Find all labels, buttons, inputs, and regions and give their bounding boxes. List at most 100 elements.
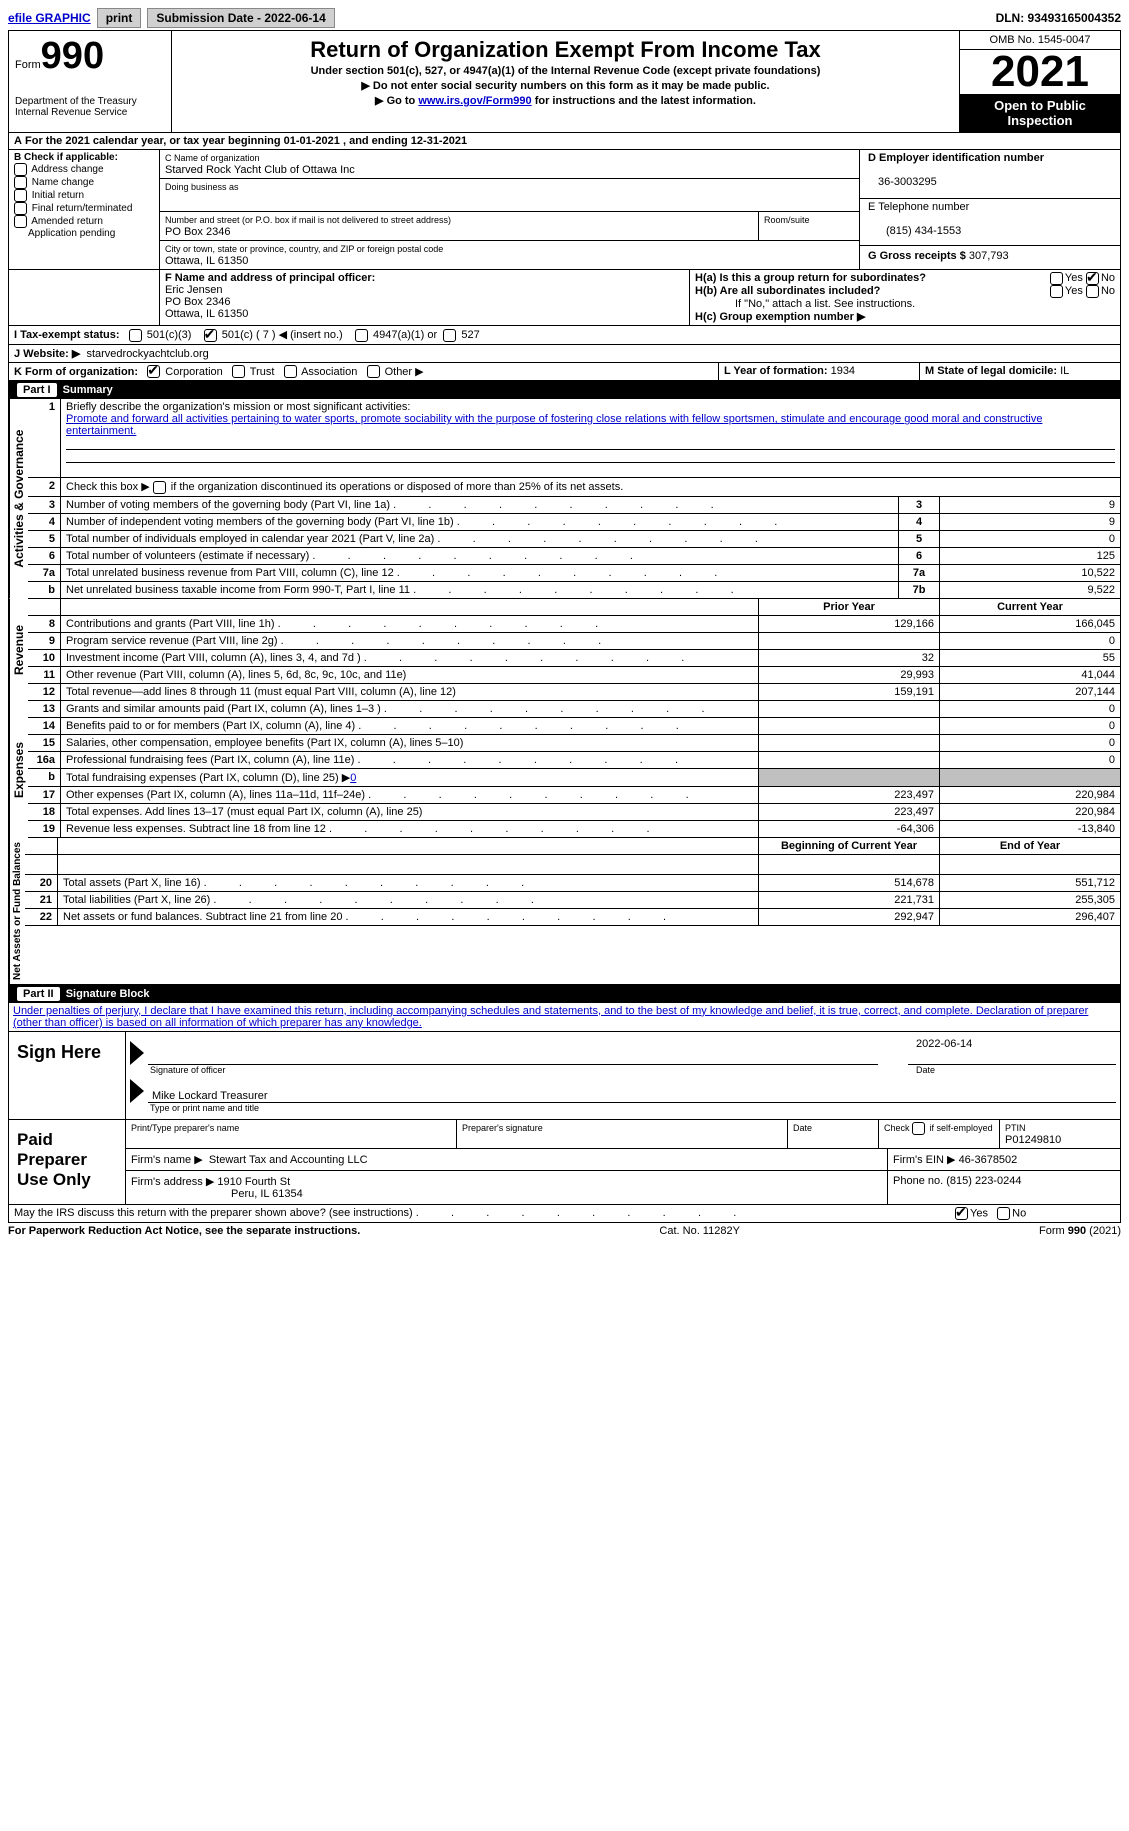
sig-officer-label: Signature of officer [150, 1065, 225, 1075]
hb-yes[interactable] [1050, 285, 1063, 298]
line-i: I Tax-exempt status: 501(c)(3) 501(c) ( … [8, 326, 1121, 345]
check-initial[interactable] [14, 189, 27, 202]
officer-name: Eric Jensen [165, 284, 222, 296]
sig-arrow-icon [130, 1041, 144, 1065]
val-5: 0 [940, 530, 1121, 547]
col-begin: Beginning of Current Year [759, 838, 940, 855]
firm-addr2: Peru, IL 61354 [231, 1188, 303, 1200]
ha-yes[interactable] [1050, 272, 1063, 285]
ptin-value: P01249810 [1005, 1134, 1061, 1146]
irs-link[interactable]: www.irs.gov/Form990 [418, 95, 531, 107]
tax-year: 2021 [960, 50, 1120, 94]
col-current: Current Year [940, 599, 1121, 616]
addr-label: Number and street (or P.O. box if mail i… [165, 215, 451, 225]
discuss-yes[interactable] [955, 1207, 968, 1220]
subtitle-1: Under section 501(c), 527, or 4947(a)(1)… [182, 65, 949, 77]
dept-label: Department of the Treasury Internal Reve… [15, 96, 165, 118]
phone-value: (815) 434-1553 [886, 225, 961, 237]
subtitle-3: ▶ Go to www.irs.gov/Form990 for instruct… [182, 94, 949, 107]
check-final[interactable] [14, 202, 27, 215]
check-other[interactable] [367, 365, 380, 378]
vlabel-net: Net Assets or Fund Balances [9, 838, 25, 984]
officer-addr2: Ottawa, IL 61350 [165, 308, 248, 320]
vlabel-revenue: Revenue [9, 599, 28, 701]
check-name-change[interactable] [14, 176, 27, 189]
box-c-label: C Name of organization [165, 153, 260, 163]
box-g-label: G Gross receipts $ [868, 250, 966, 262]
form-number: Form990 [15, 35, 165, 78]
officer-addr1: PO Box 2346 [165, 296, 230, 308]
summary-activities: Activities & Governance 1 Briefly descri… [8, 399, 1121, 599]
summary-net: Net Assets or Fund Balances Beginning of… [8, 838, 1121, 985]
check-501c3[interactable] [129, 329, 142, 342]
discuss-no[interactable] [997, 1207, 1010, 1220]
gross-receipts: 307,793 [969, 250, 1009, 262]
boxes-fh: F Name and address of principal officer:… [8, 270, 1121, 326]
ha-label: H(a) Is this a group return for subordin… [695, 272, 926, 284]
check-self-employed[interactable] [912, 1122, 925, 1135]
form-footer-label: Form 990 (2021) [1039, 1225, 1121, 1237]
state-domicile: IL [1060, 365, 1069, 377]
col-prior: Prior Year [759, 599, 940, 616]
subdate-label: Submission Date - 2022-06-14 [147, 8, 334, 28]
org-name: Starved Rock Yacht Club of Ottawa Inc [165, 164, 355, 176]
ein-value: 36-3003295 [878, 176, 937, 188]
box-b-label: B Check if applicable: [14, 152, 118, 163]
summary-revenue: Revenue Prior YearCurrent Year 8Contribu… [8, 599, 1121, 701]
sig-arrow-icon-2 [130, 1079, 144, 1103]
check-amended[interactable] [14, 215, 27, 228]
check-corp[interactable] [147, 365, 160, 378]
box-e-label: E Telephone number [868, 201, 969, 213]
cat-number: Cat. No. 11282Y [659, 1225, 740, 1237]
sig-date-label: Date [916, 1065, 1116, 1075]
hb-no[interactable] [1086, 285, 1099, 298]
val-6: 125 [940, 547, 1121, 564]
dln-label: DLN: 93493165004352 [996, 11, 1121, 25]
website-value: starvedrockyachtclub.org [86, 348, 208, 360]
declaration-text: Under penalties of perjury, I declare th… [8, 1003, 1121, 1031]
check-assoc[interactable] [284, 365, 297, 378]
sign-here-label: Sign Here [9, 1032, 126, 1119]
addr-value: PO Box 2346 [165, 226, 230, 238]
part-ii-header: Part II Signature Block [8, 985, 1121, 1003]
check-4947[interactable] [355, 329, 368, 342]
form-title: Return of Organization Exempt From Incom… [182, 37, 949, 63]
val-3: 9 [940, 496, 1121, 513]
ha-no[interactable] [1086, 272, 1099, 285]
hb-label: H(b) Are all subordinates included? [695, 285, 880, 297]
firm-ein: 46-3678502 [959, 1154, 1018, 1166]
check-discontinued[interactable] [153, 481, 166, 494]
paperwork-notice: For Paperwork Reduction Act Notice, see … [8, 1225, 360, 1237]
sign-block: Sign Here 2022-06-14 Signature of office… [8, 1031, 1121, 1120]
check-addr-change[interactable] [14, 163, 27, 176]
efile-label[interactable]: efile GRAPHIC [8, 11, 91, 25]
signer-name-label: Type or print name and title [150, 1103, 1116, 1113]
box-f-label: F Name and address of principal officer: [165, 272, 375, 284]
check-trust[interactable] [232, 365, 245, 378]
mission-text: Promote and forward all activities perta… [66, 413, 1042, 437]
line-klm: K Form of organization: Corporation Trus… [8, 363, 1121, 382]
signer-name: Mike Lockard Treasurer [148, 1090, 1116, 1103]
year-formation: 1934 [831, 365, 855, 377]
line-a: A For the 2021 calendar year, or tax yea… [8, 133, 1121, 150]
val-4: 9 [940, 513, 1121, 530]
print-button[interactable]: print [97, 8, 142, 28]
sign-date: 2022-06-14 [908, 1038, 1116, 1065]
subtitle-2: ▶ Do not enter social security numbers o… [182, 79, 949, 92]
firm-name: Stewart Tax and Accounting LLC [209, 1154, 368, 1166]
line-j: J Website: ▶ starvedrockyachtclub.org [8, 345, 1121, 363]
summary-expenses: Expenses 13Grants and similar amounts pa… [8, 701, 1121, 838]
vlabel-activities: Activities & Governance [9, 399, 28, 599]
inspection-label: Open to Public Inspection [960, 94, 1120, 132]
vlabel-expenses: Expenses [9, 701, 28, 838]
city-label: City or town, state or province, country… [165, 244, 443, 254]
box-d-label: D Employer identification number [868, 152, 1044, 164]
firm-phone: (815) 223-0244 [946, 1175, 1021, 1187]
boxes-bcdeg: B Check if applicable: Address change Na… [8, 150, 1121, 270]
hc-label: H(c) Group exemption number ▶ [695, 311, 865, 323]
col-end: End of Year [940, 838, 1121, 855]
discuss-row: May the IRS discuss this return with the… [8, 1205, 1121, 1223]
check-527[interactable] [443, 329, 456, 342]
firm-addr1: 1910 Fourth St [217, 1176, 290, 1188]
check-501c[interactable] [204, 329, 217, 342]
